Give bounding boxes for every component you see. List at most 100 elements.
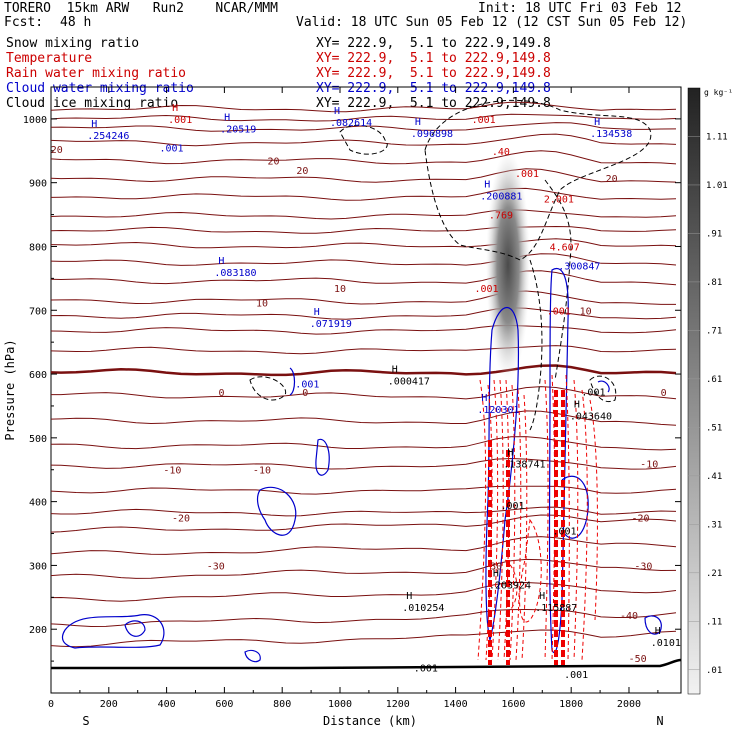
y-axis-title: Pressure (hPa) [3,339,17,440]
extremum-value: .001 [472,115,496,126]
x-tick-label: 600 [215,699,233,710]
isotherm-line [51,209,677,220]
isotherm-line [51,122,677,132]
extremum-value: .254246 [87,131,129,142]
colorbar-label: .21 [706,569,722,579]
axis-ticks: 0 200 400 600 800 1000 1200 1400 1600 1800 2000200… [23,86,681,710]
extremum-value: .010254 [402,603,444,614]
colorbar-label: .11 [706,617,722,627]
isotherm-line [51,457,677,470]
isotherm-line [51,506,677,517]
cloud-ice-contour [424,99,652,261]
isotherm-line [51,608,677,628]
south-end-label: S [82,714,89,728]
high-marker: H [481,393,487,404]
temperature-label: 0 [302,388,308,399]
isotherm-line [51,485,677,495]
isotherm-line [51,133,677,147]
extremum-value: .001 [414,663,438,674]
field-name-cloud-water: Cloud water mixing ratio [6,81,194,96]
extremum-value: .001 [295,380,319,391]
mixing-ratio-contours [61,99,662,665]
x-tick-label: 1400 [444,699,468,710]
isotherm-line [51,410,677,426]
cloud-water-contour [644,615,662,635]
valid-time: Valid: 18 UTC Sun 05 Feb 12 (12 CST Sun … [296,15,688,30]
cloud-water-contour [244,649,261,663]
extremum-value: .001 [474,284,498,295]
temperature-label: 20 [296,166,308,177]
isotherm-line [51,514,677,533]
isotherm-line [51,238,677,249]
y-tick-label: 300 [29,561,47,572]
high-marker: H [507,447,513,458]
forecast-label: Fcst: [4,15,44,30]
x-tick-label: 400 [158,699,176,710]
high-marker: H [406,591,412,602]
x-tick-label: 800 [273,699,291,710]
extremum-value: .082614 [330,118,372,129]
high-marker: H [334,106,340,117]
model-title: TORERO 15km ARW Run2 NCAR/MMM [4,1,278,16]
isotherm-line [51,101,677,113]
extremum-value: .138741 [503,459,545,470]
isotherm-line [51,536,677,555]
colorbar-label: .91 [706,229,722,239]
x-tick-label: 0 [48,699,54,710]
temperature-label: -30 [484,561,502,572]
temperature-label: -50 [629,654,647,665]
y-tick-label: 700 [29,306,47,317]
cloud-ice-contour [589,375,617,403]
extremum-value: .20519 [220,124,256,135]
extremum-value: .40 [492,147,510,158]
cloud-water-contour [61,614,165,649]
temperature-label: -30 [207,561,225,572]
temperature-label: 0 [218,388,224,399]
temperature-label: -30 [634,561,652,572]
high-marker: H [484,179,490,190]
isotherm-line [51,225,677,234]
field-name-temperature: Temperature [6,51,93,66]
cloud-water-contour [548,267,569,653]
extremum-value: .203924 [489,581,531,592]
extremum-value: .001 [159,144,183,155]
y-tick-label: 800 [29,242,47,253]
y-tick-label: 900 [29,179,47,190]
temperature-label: 10 [256,299,268,310]
temperature-label: 20 [51,145,63,156]
extremum-value: .001 [168,115,192,126]
cloud-water-contour [315,438,330,476]
high-marker: H [574,400,580,411]
colorbar-labels: 1.11 1.01 .91 .81 .71 .61 .51 .41 .31 .21 .11 .01 [688,132,728,676]
isotherm-line [51,436,677,451]
cloud-ice-contour [339,124,388,155]
isotherm-line [51,345,677,355]
cloud-ice-contour [544,179,572,381]
x-tick-label: 1600 [501,699,525,710]
field-name-cloud-ice: Cloud ice mixing ratio [6,96,179,111]
temperature-label: -40 [620,611,638,622]
high-marker: H [224,112,230,123]
colorbar-unit: g kg⁻¹ [704,88,733,97]
high-marker: H [314,307,320,318]
extremum-value: .001 [564,670,588,681]
extremum-value: .043640 [570,412,612,423]
extremum-value: .001 [553,526,577,537]
extremum-value: .083180 [214,268,256,279]
high-marker: H [91,119,97,130]
isotherm-line [51,113,677,122]
y-tick-label: 400 [29,498,47,509]
colorbar-label: .31 [706,520,722,530]
isotherm-line [51,253,677,266]
isotherm-line [51,290,676,305]
north-end-label: N [656,714,663,728]
isotherm-line [51,168,677,183]
x-tick-label: 1200 [386,699,410,710]
temperature-label: -20 [632,514,650,525]
colorbar-label: .61 [706,375,722,385]
temperature-label: -10 [253,466,271,477]
extremum-value: .120301 [477,405,519,416]
extremum-value: .134538 [590,129,632,140]
extremum-value: .0101 [651,638,681,649]
plot-frame [50,86,682,694]
